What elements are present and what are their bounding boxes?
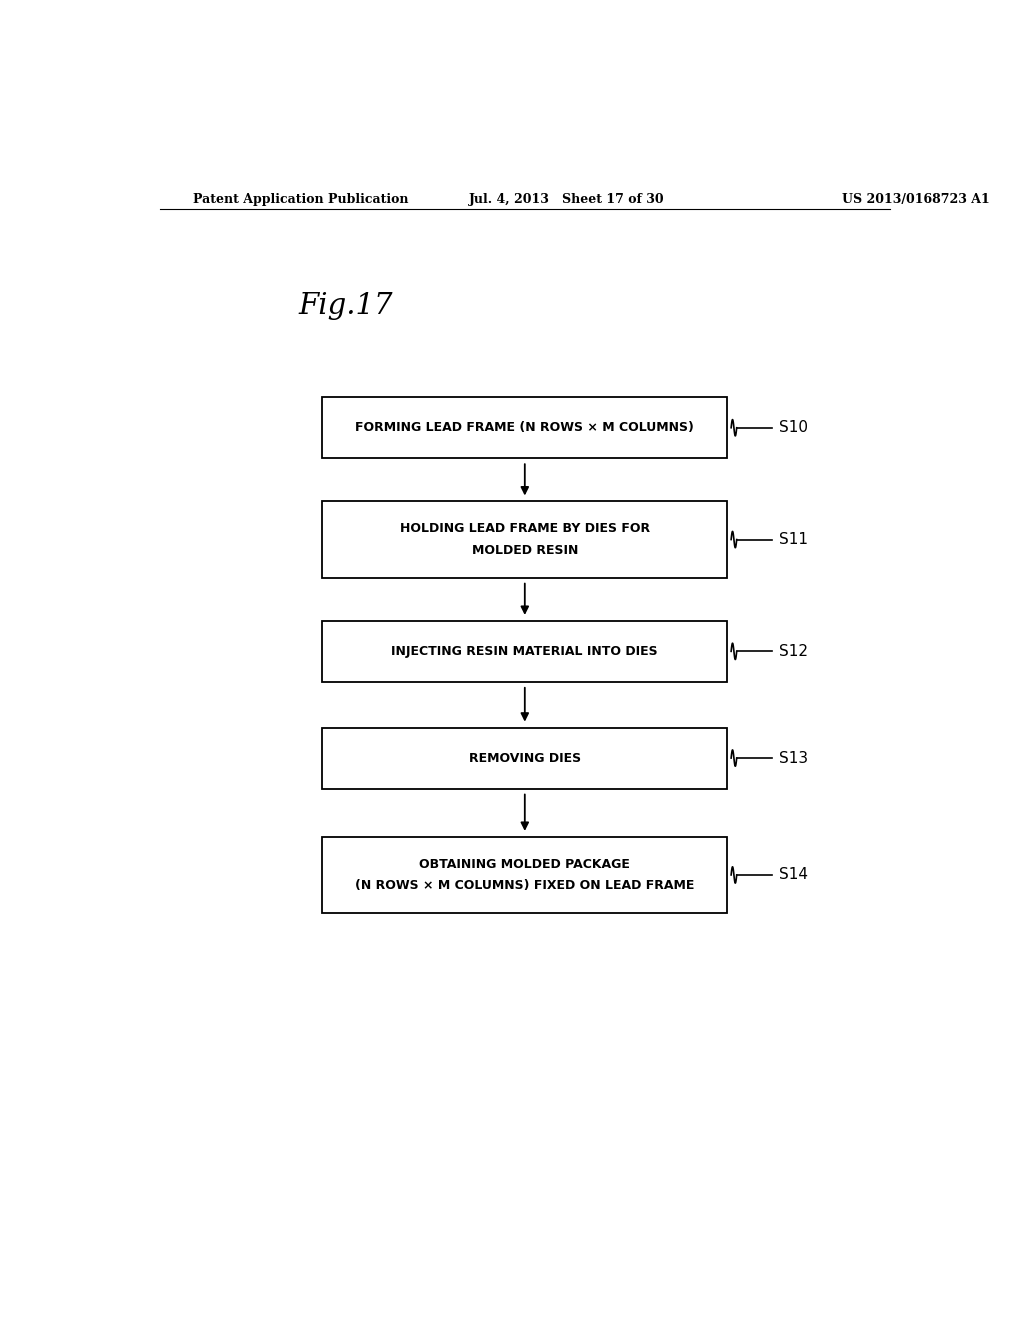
Text: Fig.17: Fig.17 (299, 292, 393, 319)
Bar (323, 727, 727, 788)
Text: HOLDING LEAD FRAME BY DIES FOR: HOLDING LEAD FRAME BY DIES FOR (399, 523, 650, 536)
Text: Jul. 4, 2013   Sheet 17 of 30: Jul. 4, 2013 Sheet 17 of 30 (469, 193, 665, 206)
Text: REMOVING DIES: REMOVING DIES (469, 751, 581, 764)
Text: S12: S12 (778, 644, 808, 659)
Text: S11: S11 (778, 532, 808, 546)
Text: (N ROWS × M COLUMNS) FIXED ON LEAD FRAME: (N ROWS × M COLUMNS) FIXED ON LEAD FRAME (355, 879, 694, 892)
Bar (323, 397, 727, 458)
Text: INJECTING RESIN MATERIAL INTO DIES: INJECTING RESIN MATERIAL INTO DIES (391, 645, 658, 657)
Text: S13: S13 (778, 751, 808, 766)
Text: S14: S14 (778, 867, 808, 883)
Text: MOLDED RESIN: MOLDED RESIN (472, 544, 578, 557)
Text: S10: S10 (778, 420, 808, 436)
Text: FORMING LEAD FRAME (N ROWS × M COLUMNS): FORMING LEAD FRAME (N ROWS × M COLUMNS) (355, 421, 694, 434)
Bar (323, 620, 727, 682)
Text: Patent Application Publication: Patent Application Publication (194, 193, 409, 206)
Text: OBTAINING MOLDED PACKAGE: OBTAINING MOLDED PACKAGE (420, 858, 630, 871)
Bar (323, 837, 727, 913)
Bar (323, 502, 727, 578)
Text: US 2013/0168723 A1: US 2013/0168723 A1 (842, 193, 990, 206)
